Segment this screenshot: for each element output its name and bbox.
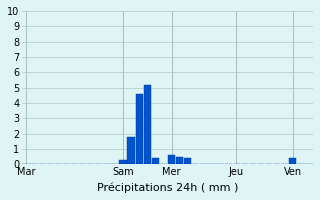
- Bar: [176, 157, 183, 164]
- Bar: [184, 158, 191, 164]
- Bar: [136, 94, 143, 164]
- Bar: [119, 160, 127, 164]
- Bar: [152, 158, 159, 164]
- Bar: [168, 155, 175, 164]
- Bar: [127, 137, 135, 164]
- Bar: [289, 158, 296, 164]
- Bar: [144, 85, 151, 164]
- X-axis label: Précipitations 24h ( mm ): Précipitations 24h ( mm ): [97, 183, 238, 193]
